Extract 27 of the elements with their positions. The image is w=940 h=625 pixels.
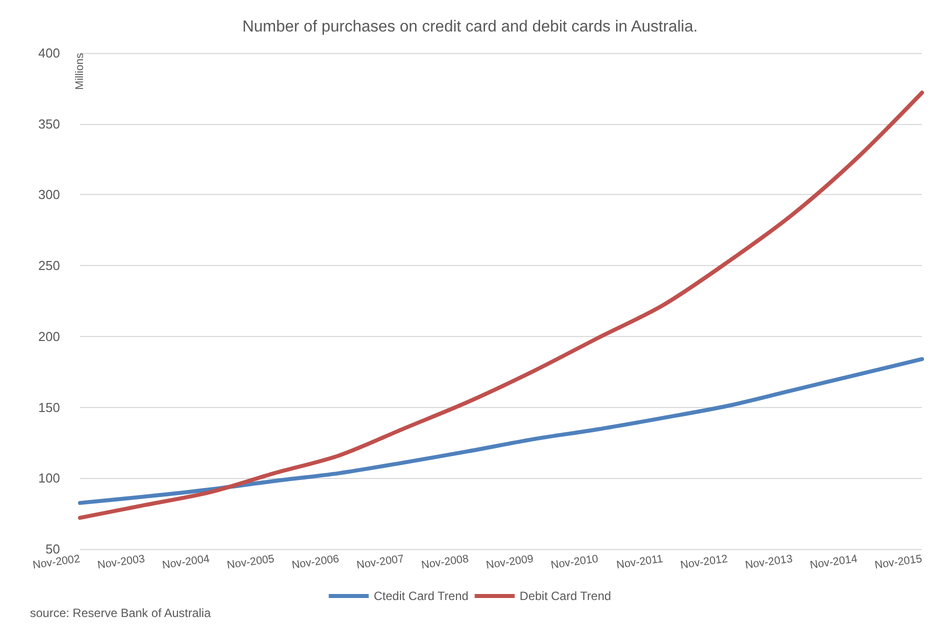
y-tick-label: 100	[38, 470, 60, 486]
x-tick-label: Nov-2010	[550, 553, 599, 572]
y-axis-title: Millions	[74, 52, 86, 90]
x-tick-label: Nov-2004	[162, 553, 210, 572]
source-note: source: Reserve Bank of Australia	[30, 606, 212, 620]
x-tick-label: Nov-2006	[291, 553, 340, 572]
x-tick-label: Nov-2014	[809, 553, 858, 572]
chart-title: Number of purchases on credit card and debit cards in Australia.	[242, 18, 698, 36]
line-series	[78, 90, 924, 520]
x-tick-label: Nov-2007	[356, 553, 405, 572]
x-tick-label: Nov-2003	[96, 553, 146, 572]
y-tick-label: 300	[38, 187, 60, 202]
y-tick-label: 200	[38, 328, 60, 344]
legend-label: Ctedit Card Trend	[374, 589, 468, 603]
line-series	[78, 357, 924, 505]
legend-label: Debit Card Trend	[520, 589, 612, 603]
x-tick-label: Nov-2009	[485, 553, 534, 572]
y-tick-label: 400	[38, 46, 60, 60]
x-tick-label: Nov-2012	[680, 553, 729, 572]
x-tick-label: Nov-2005	[226, 553, 276, 572]
x-tick-label: Nov-2015	[874, 553, 923, 572]
x-tick-label: Nov-2011	[616, 553, 664, 572]
y-tick-label: 350	[38, 116, 60, 132]
y-tick-label: 150	[38, 400, 60, 415]
x-tick-label: Nov-2013	[744, 553, 794, 572]
x-tick-label: Nov-2008	[420, 553, 470, 572]
y-tick-label: 250	[38, 258, 60, 274]
